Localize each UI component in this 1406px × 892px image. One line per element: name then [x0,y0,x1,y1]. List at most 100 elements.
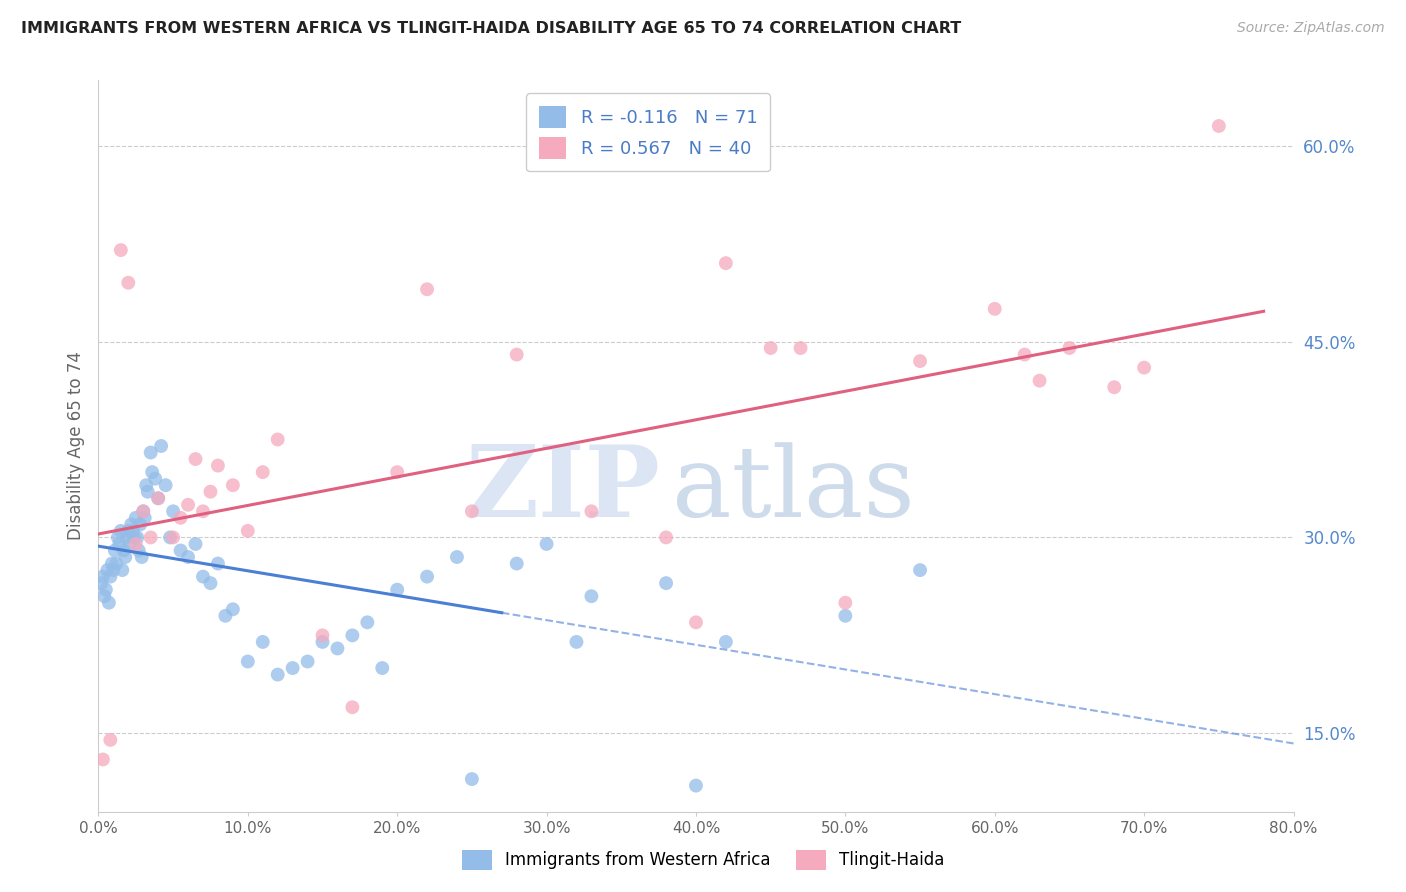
Point [93,589,115,603]
Point [461,772,484,786]
Point [1059,341,1081,355]
Point [96,563,118,577]
Point [311,635,333,649]
Point [169,543,191,558]
Point [97,596,120,610]
Point [236,655,259,669]
Point [91,569,114,583]
Point [655,530,678,544]
Point [685,615,707,630]
Point [177,498,200,512]
Point [134,511,156,525]
Point [214,608,236,623]
Point [110,524,132,538]
Point [162,530,184,544]
Point [162,504,184,518]
Legend: R = -0.116   N = 71, R = 0.567   N = 40: R = -0.116 N = 71, R = 0.567 N = 40 [526,93,770,171]
Point [131,549,153,564]
Point [908,354,931,368]
Point [159,530,181,544]
Point [124,530,146,544]
Point [129,517,152,532]
Point [581,589,603,603]
Point [132,504,155,518]
Point [191,504,214,518]
Point [120,517,142,532]
Point [125,511,148,525]
Point [789,341,811,355]
Point [1028,374,1050,388]
Point [326,641,349,656]
Point [1208,119,1230,133]
Point [416,569,439,583]
Point [107,530,129,544]
Point [371,661,394,675]
Point [984,301,1007,316]
Point [342,628,364,642]
Point [506,557,529,571]
Point [297,655,319,669]
Point [714,635,737,649]
Point [506,347,529,362]
Point [155,478,177,492]
Point [685,779,707,793]
Point [1014,347,1036,362]
Point [139,530,162,544]
Y-axis label: Disability Age 65 to 74: Disability Age 65 to 74 [66,351,84,541]
Point [139,445,162,459]
Point [94,582,117,597]
Point [177,549,200,564]
Point [121,524,143,538]
Point [127,530,149,544]
Point [184,452,207,467]
Point [908,563,931,577]
Point [141,465,163,479]
Point [191,569,214,583]
Point [267,433,290,447]
Point [104,543,127,558]
Point [356,615,378,630]
Legend: Immigrants from Western Africa, Tlingit-Haida: Immigrants from Western Africa, Tlingit-… [456,843,950,877]
Text: ZIP: ZIP [465,442,661,539]
Point [112,543,135,558]
Point [207,458,229,473]
Point [759,341,782,355]
Point [136,484,159,499]
Point [150,439,173,453]
Point [128,543,150,558]
Point [98,569,122,583]
Point [834,596,856,610]
Point [446,549,468,564]
Point [1104,380,1126,394]
Point [117,276,139,290]
Point [135,478,157,492]
Point [111,563,134,577]
Point [281,661,304,675]
Point [1133,360,1156,375]
Point [200,576,222,591]
Point [385,465,409,479]
Point [536,537,558,551]
Point [90,576,112,591]
Text: Source: ZipAtlas.com: Source: ZipAtlas.com [1237,21,1385,36]
Point [125,537,148,551]
Point [143,472,166,486]
Point [118,537,141,551]
Point [236,524,259,538]
Point [714,256,737,270]
Point [98,732,122,747]
Point [110,243,132,257]
Point [169,511,191,525]
Point [581,504,603,518]
Point [148,491,170,506]
Point [461,504,484,518]
Point [200,484,222,499]
Point [267,667,290,681]
Point [101,557,124,571]
Text: IMMIGRANTS FROM WESTERN AFRICA VS TLINGIT-HAIDA DISABILITY AGE 65 TO 74 CORRELAT: IMMIGRANTS FROM WESTERN AFRICA VS TLINGI… [21,21,962,37]
Point [132,504,155,518]
Point [834,608,856,623]
Point [222,602,245,616]
Point [342,700,364,714]
Point [115,530,138,544]
